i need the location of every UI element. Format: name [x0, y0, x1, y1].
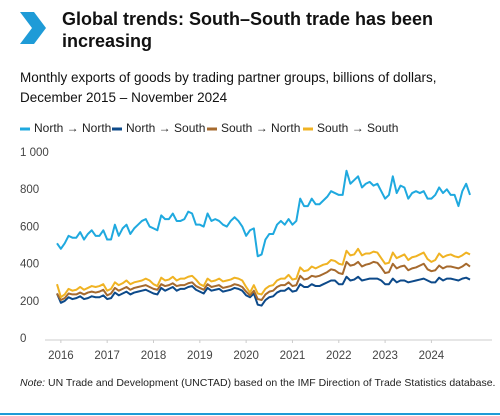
note-text: UN Trade and Development (UNCTAD) based … [48, 377, 495, 389]
x-tick-label: 2023 [372, 350, 398, 362]
x-tick-label: 2022 [326, 350, 352, 362]
series-line [56, 260, 471, 302]
y-tick-label: 400 [20, 259, 39, 271]
x-tick-label: 2016 [48, 350, 74, 362]
series-line [56, 169, 471, 258]
legend-label: South → North [221, 121, 300, 135]
note: Note: UN Trade and Development (UNCTAD) … [20, 377, 495, 389]
x-tick-label: 2018 [141, 350, 167, 362]
x-tick-label: 2017 [94, 350, 120, 362]
chart-subtitle: Monthly exports of goods by trading part… [20, 70, 437, 105]
legend-label: South → South [317, 121, 398, 135]
y-tick-label: 1 000 [20, 147, 49, 159]
x-tick-label: 2020 [233, 350, 259, 362]
x-tick-label: 2021 [280, 350, 306, 362]
legend-label: North → South [126, 121, 205, 135]
chart-title: Global trends: South–South trade has bee… [62, 9, 434, 51]
y-tick-label: 800 [20, 184, 39, 196]
x-tick-label: 2024 [419, 350, 445, 362]
chevron-icon [20, 12, 46, 44]
y-tick-label: 600 [20, 221, 39, 233]
series-line [56, 247, 471, 299]
legend-label: North → North [34, 121, 111, 135]
y-tick-label: 0 [20, 333, 26, 345]
note-label: Note: [20, 377, 45, 389]
x-tick-label: 2019 [187, 350, 213, 362]
y-tick-label: 200 [20, 296, 39, 308]
series-line [56, 275, 471, 307]
